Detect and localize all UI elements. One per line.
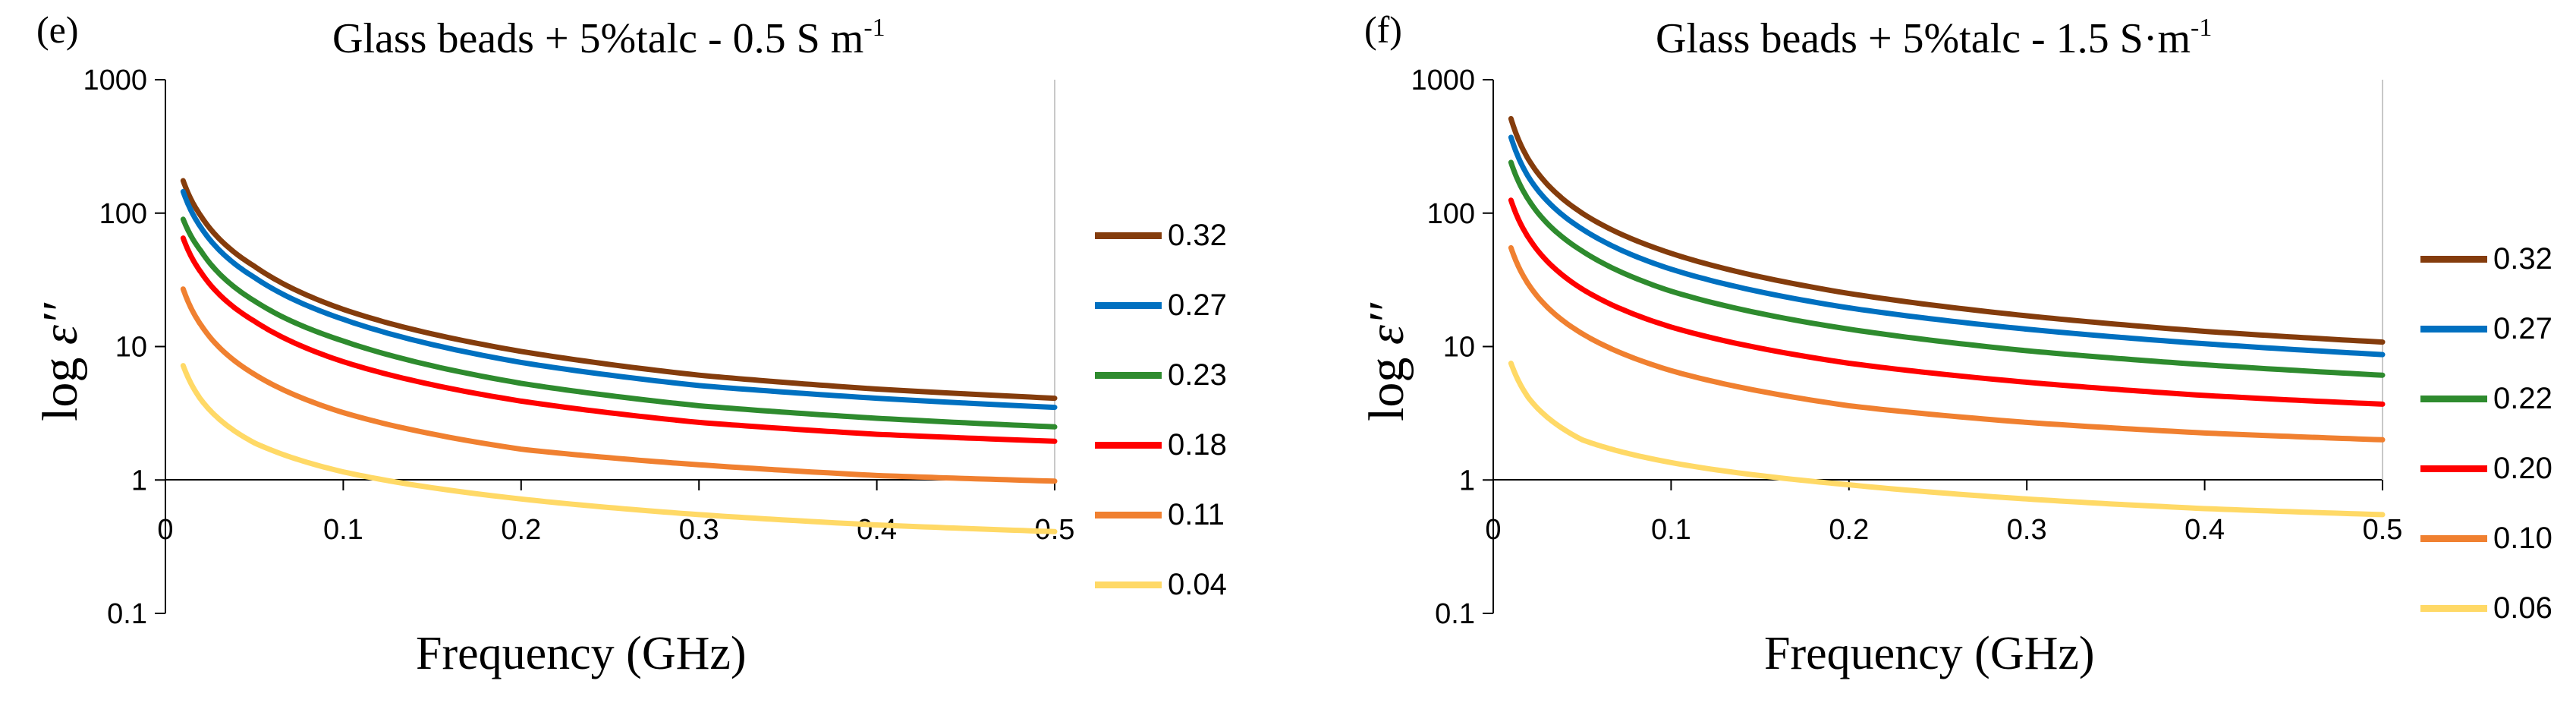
- legend-label: 0.32: [1168, 218, 1227, 252]
- legend-label: 0.27: [2493, 311, 2552, 345]
- legend-swatch: [1095, 232, 1162, 239]
- legend-label: 0.10: [2493, 521, 2552, 555]
- legend-item: 0.22: [2420, 364, 2552, 433]
- legend-swatch: [2420, 255, 2487, 263]
- legend-item: 0.23: [1095, 340, 1227, 410]
- x-tick-label: 0.5: [2363, 514, 2403, 546]
- x-tick-label: 0.4: [857, 514, 897, 546]
- chart-title: Glass beads + 5%talc - 0.5 S m-1: [332, 14, 885, 63]
- series-line-0.10: [1508, 244, 2386, 443]
- legend-label: 0.18: [1168, 427, 1227, 462]
- legend-label: 0.06: [2493, 591, 2552, 625]
- legend-item: 0.10: [2420, 503, 2552, 573]
- legend-swatch: [1095, 511, 1162, 518]
- legend-swatch: [2420, 465, 2487, 472]
- legend: 0.32 0.27 0.23 0.18 0.11 0.04: [1095, 200, 1227, 619]
- y-tick-label: 10: [115, 332, 147, 364]
- chart-title-superscript: -1: [863, 14, 885, 42]
- series-line-0.27: [180, 188, 1058, 411]
- legend-label: 0.23: [1168, 358, 1227, 392]
- y-tick-label: 0.1: [1435, 598, 1475, 630]
- panel-letter: (e): [36, 8, 79, 51]
- legend-item: 0.11: [1095, 480, 1227, 550]
- legend-label: 0.11: [1168, 497, 1225, 531]
- legend-label: 0.04: [1168, 567, 1227, 601]
- chart-panel-f: (f) Glass beads + 5%talc - 1.5 S·m-1 log…: [1328, 0, 2576, 706]
- x-tick-label: 0.1: [1651, 514, 1691, 546]
- legend: 0.32 0.27 0.22 0.20 0.10 0.06: [2420, 224, 2552, 643]
- legend-label: 0.32: [2493, 241, 2552, 276]
- legend-item: 0.06: [2420, 573, 2552, 643]
- legend-swatch: [1095, 581, 1162, 588]
- x-tick-label: 0.4: [2184, 514, 2225, 546]
- series-line-0.11: [180, 286, 1058, 484]
- series-line-0.22: [1508, 159, 2386, 378]
- x-tick-label: 0: [1485, 514, 1501, 546]
- chart-title-text: Glass beads + 5%talc - 0.5 S m: [332, 15, 864, 62]
- x-axis-label: Frequency (GHz): [1764, 628, 2095, 679]
- legend-item: 0.20: [2420, 433, 2552, 503]
- legend-item: 0.27: [1095, 270, 1227, 340]
- x-axis-label: Frequency (GHz): [416, 628, 747, 679]
- legend-swatch: [2420, 325, 2487, 333]
- y-tick-label: 1000: [1411, 65, 1475, 96]
- legend-item: 0.18: [1095, 410, 1227, 480]
- series-line-0.06: [1508, 361, 2386, 518]
- y-tick-label: 10: [1443, 332, 1475, 364]
- y-tick-label: 0.1: [107, 598, 147, 630]
- series-line-0.23: [180, 216, 1058, 430]
- x-tick-label: 0: [157, 514, 173, 546]
- legend-swatch: [1095, 301, 1162, 309]
- legend-swatch: [2420, 604, 2487, 612]
- series-line-0.18: [180, 235, 1058, 444]
- y-tick-label: 1: [1459, 465, 1475, 496]
- legend-swatch: [1095, 441, 1162, 449]
- y-tick-label: 1000: [83, 65, 147, 96]
- chart-title-superscript: -1: [2191, 14, 2213, 42]
- legend-swatch: [2420, 395, 2487, 402]
- y-tick-label: 100: [99, 198, 147, 230]
- legend-swatch: [2420, 534, 2487, 542]
- legend-label: 0.22: [2493, 381, 2552, 415]
- legend-item: 0.27: [2420, 294, 2552, 364]
- chart-title-text: Glass beads + 5%talc - 1.5 S·m: [1656, 15, 2191, 62]
- chart-title: Glass beads + 5%talc - 1.5 S·m-1: [1656, 14, 2212, 63]
- plot-area: 0.1 1 10 100 1000 0 0.1 0.2 0.3 0.4 0.5: [1411, 65, 2403, 630]
- x-tick-label: 0.2: [1829, 514, 1869, 546]
- series-line-0.04: [180, 363, 1058, 534]
- legend-item: 0.32: [1095, 200, 1227, 270]
- legend-item: 0.04: [1095, 550, 1227, 619]
- y-tick-label: 100: [1427, 198, 1475, 230]
- legend-item: 0.32: [2420, 224, 2552, 294]
- x-tick-label: 0.3: [2007, 514, 2047, 546]
- series-line-0.27: [1508, 134, 2386, 358]
- x-tick-label: 0.3: [679, 514, 719, 546]
- legend-label: 0.27: [1168, 288, 1227, 322]
- legend-swatch: [1095, 371, 1162, 379]
- legend-label: 0.20: [2493, 451, 2552, 485]
- y-tick-label: 1: [131, 465, 147, 496]
- series-line-0.32: [180, 178, 1058, 402]
- series-line-0.20: [1508, 197, 2386, 407]
- series-line-0.32: [1508, 115, 2386, 345]
- panel-letter: (f): [1364, 8, 1402, 51]
- x-tick-label: 0.2: [501, 514, 541, 546]
- x-tick-label: 0.1: [323, 514, 363, 546]
- chart-panel-e: (e) Glass beads + 5%talc - 0.5 S m-1 log…: [33, 8, 1227, 679]
